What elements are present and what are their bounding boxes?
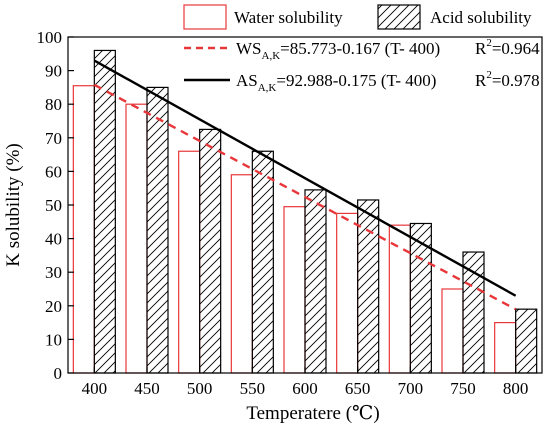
as-subscript: A,K (258, 82, 277, 94)
bar-water-solubility-550 (230, 174, 253, 374)
bar-water-solubility-500 (178, 150, 201, 374)
bar-water-solubility-800 (494, 322, 517, 374)
legend-r2-ws: R2=0.964 (475, 37, 540, 58)
legend-equation-as: ASA,K=92.988-0.175 (T- 400) (236, 71, 436, 94)
x-axis-title: Temperatere (℃) (246, 403, 379, 424)
x-tick-label-400: 400 (82, 379, 108, 398)
y-tick-label-70: 70 (45, 129, 62, 148)
legend-swatch-water-solubility (183, 4, 227, 30)
bar-acid-solubility-400 (93, 49, 116, 374)
y-tick-label-40: 40 (45, 230, 62, 249)
legend-label-water-solubility: Water solubility (234, 8, 343, 27)
fit-line-as (93, 59, 517, 297)
legend-label-acid-solubility: Acid solubility (430, 8, 532, 27)
bar-water-solubility-600 (283, 206, 306, 374)
bar-acid-solubility-600 (304, 189, 327, 374)
legend-equation-ws: WSA,K=85.773-0.167 (T- 400) (236, 39, 440, 62)
y-tick-label-50: 50 (45, 196, 62, 215)
x-tick-label-650: 650 (345, 379, 371, 398)
y-axis-ticks: 0 10 20 30 40 50 60 70 80 90 100 (37, 28, 74, 383)
bar-water-solubility-400 (72, 85, 95, 374)
x-tick-label-600: 600 (292, 379, 318, 398)
x-tick-label-800: 800 (503, 379, 529, 398)
ws-rhs: =85.773-0.167 (T- 400) (280, 39, 440, 58)
as-r2-label: R (475, 71, 487, 90)
bar-acid-solubility-750 (462, 251, 485, 374)
ws-r2-label: R (475, 39, 487, 58)
legend-r2-as: R2=0.978 (475, 69, 540, 90)
y-axis-title: K solubility (%) (3, 143, 24, 267)
ws-subscript: A,K (262, 50, 281, 62)
bars-layer (72, 49, 538, 374)
x-tick-label-500: 500 (187, 379, 213, 398)
bar-acid-solubility-500 (199, 128, 222, 374)
ws-lhs: WS (236, 39, 262, 58)
x-tick-label-550: 550 (240, 379, 266, 398)
bar-acid-solubility-450 (146, 86, 169, 374)
legend: Water solubility Acid solubility WSA,K=8… (183, 4, 540, 94)
ws-r2-value: =0.964 (492, 39, 540, 58)
y-tick-label-10: 10 (45, 330, 62, 349)
y-tick-label-80: 80 (45, 95, 62, 114)
bar-water-solubility-700 (388, 224, 411, 374)
x-tick-label-450: 450 (134, 379, 160, 398)
y-tick-label-20: 20 (45, 297, 62, 316)
y-tick-label-90: 90 (45, 62, 62, 81)
x-tick-label-700: 700 (398, 379, 424, 398)
fit-lines-layer (93, 59, 517, 311)
legend-swatch-acid-solubility (377, 4, 421, 30)
x-axis-ticks: 400 450 500 550 600 650 700 750 800 (82, 367, 529, 398)
fit-line-ws (93, 83, 517, 311)
as-rhs: =92.988-0.175 (T- 400) (276, 71, 436, 90)
bar-water-solubility-650 (336, 212, 359, 374)
y-tick-label-100: 100 (37, 28, 63, 47)
y-tick-label-30: 30 (45, 263, 62, 282)
x-tick-label-750: 750 (450, 379, 476, 398)
y-tick-label-60: 60 (45, 162, 62, 181)
bar-water-solubility-750 (441, 288, 464, 374)
bar-water-solubility-450 (125, 103, 148, 374)
bar-acid-solubility-800 (515, 308, 538, 374)
bar-acid-solubility-550 (251, 150, 274, 374)
y-tick-label-0: 0 (54, 364, 63, 383)
as-lhs: AS (236, 71, 258, 90)
as-r2-sup: 2 (486, 69, 492, 81)
ws-r2-sup: 2 (486, 37, 492, 49)
as-r2-value: =0.978 (492, 71, 540, 90)
